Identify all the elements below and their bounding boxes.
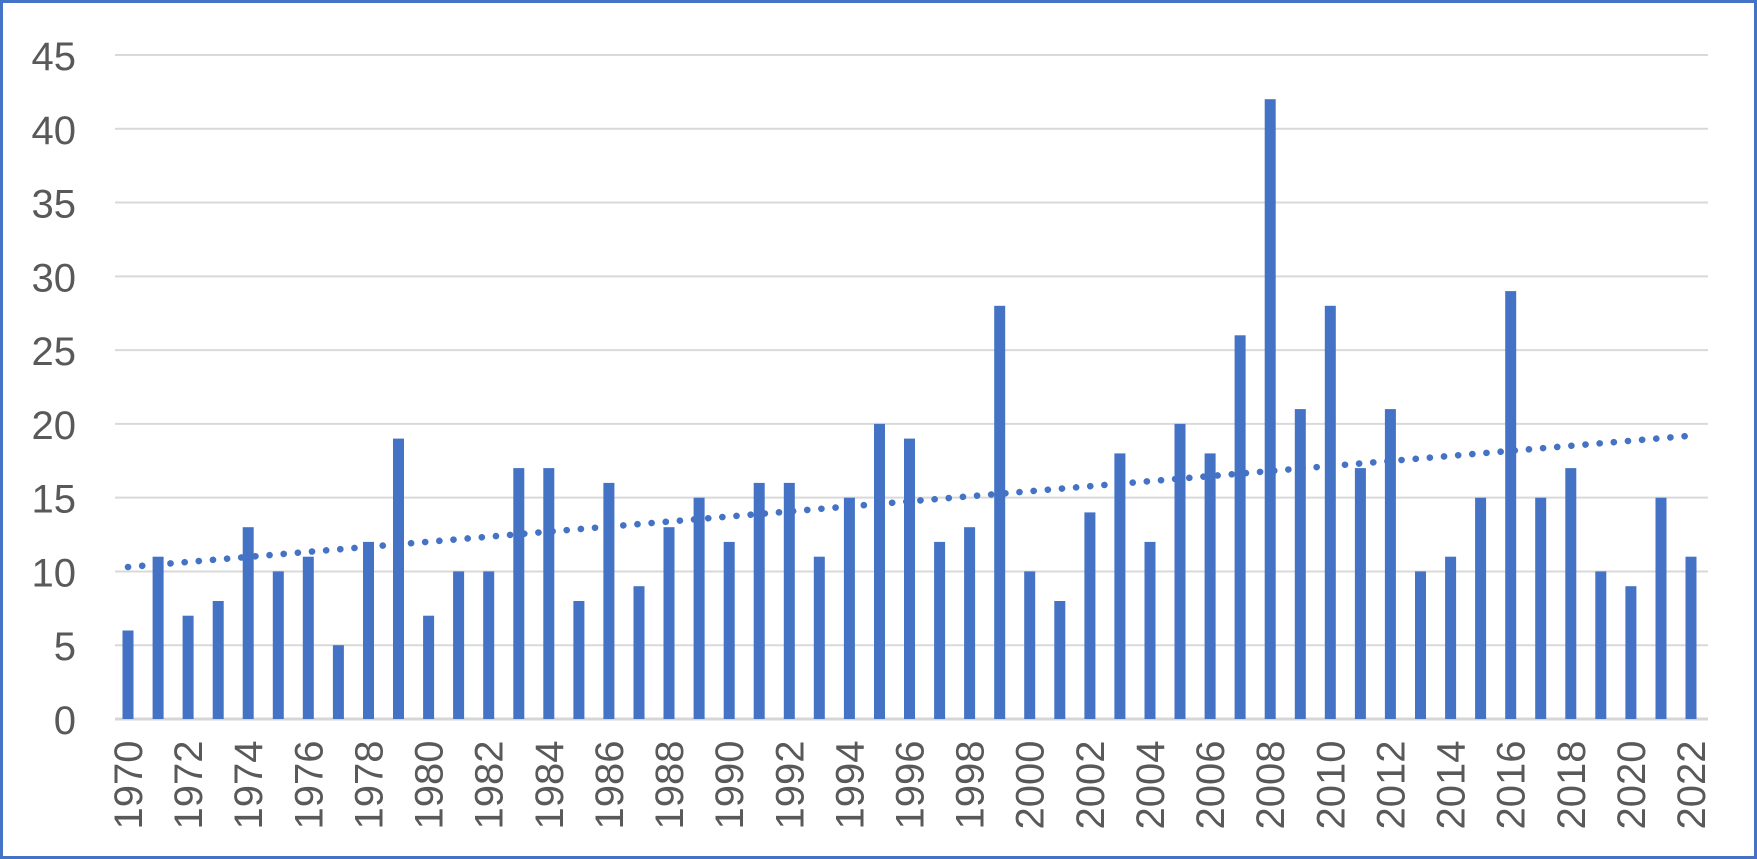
x-tick-label-2018: 2018	[1550, 741, 1594, 830]
x-tick-label-2012: 2012	[1369, 741, 1413, 830]
x-tick-label-1994: 1994	[828, 741, 872, 830]
bar-2022	[1685, 556, 1697, 719]
trendline-dotted	[124, 432, 1695, 571]
bar-2006	[1204, 453, 1216, 719]
bar-2016	[1505, 291, 1517, 719]
bar-2015	[1475, 497, 1487, 719]
y-tick-label-35: 35	[32, 183, 77, 227]
x-tick-label-2002: 2002	[1069, 741, 1113, 830]
x-axis-labels: 1970 1972 1974 1976 1978 1980 1982 1984 1986 1988…	[107, 741, 1714, 830]
x-tick-label-2010: 2010	[1309, 741, 1353, 830]
x-tick-label-1990: 1990	[708, 741, 752, 830]
trendline-group	[124, 432, 1695, 571]
bar-1992	[783, 482, 795, 719]
bar-2012	[1384, 409, 1396, 719]
bar-1993	[813, 556, 825, 719]
bar-1975	[272, 571, 284, 719]
bar-1996	[904, 438, 915, 719]
bar-2018	[1565, 468, 1577, 719]
x-tick-label-2006: 2006	[1189, 741, 1233, 830]
x-tick-label-1976: 1976	[287, 741, 331, 830]
bar-1989	[693, 497, 705, 719]
bar-1990	[723, 541, 735, 719]
y-tick-label-30: 30	[32, 256, 77, 300]
y-tick-label-15: 15	[32, 478, 77, 522]
bar-2019	[1595, 571, 1607, 719]
bar-1998	[964, 527, 976, 719]
x-tick-label-2014: 2014	[1430, 741, 1474, 830]
bar-1978	[363, 541, 374, 719]
x-tick-label-1970: 1970	[107, 741, 151, 830]
x-tick-label-1980: 1980	[408, 741, 452, 830]
bar-2010	[1324, 305, 1336, 719]
y-tick-label-20: 20	[32, 404, 77, 448]
x-tick-label-1974: 1974	[227, 741, 271, 830]
bar-2014	[1445, 556, 1457, 719]
x-tick-label-1986: 1986	[588, 741, 632, 830]
bar-2003	[1114, 453, 1126, 719]
x-tick-label-1984: 1984	[528, 741, 572, 830]
x-tick-label-1996: 1996	[889, 741, 933, 830]
x-tick-label-1978: 1978	[348, 741, 392, 830]
bar-1995	[874, 423, 885, 719]
x-tick-label-2004: 2004	[1129, 741, 1173, 830]
x-tick-label-1972: 1972	[167, 741, 211, 830]
bar-2004	[1144, 541, 1156, 719]
bar-1994	[843, 497, 855, 719]
bar-1987	[633, 586, 645, 719]
y-tick-label-0: 0	[54, 699, 76, 743]
bar-1976	[302, 556, 314, 719]
bar-1997	[934, 541, 946, 719]
bar-1982	[483, 571, 495, 719]
bar-2013	[1415, 571, 1426, 719]
bar-1980	[423, 615, 435, 719]
bars-group	[122, 99, 1697, 719]
bar-2021	[1655, 497, 1667, 719]
bar-2008	[1264, 99, 1276, 719]
x-tick-label-1998: 1998	[949, 741, 993, 830]
y-axis-labels: 0 5 10 15 20 25 30 35 40 45	[32, 35, 77, 743]
bar-1977	[332, 645, 344, 719]
bar-2009	[1294, 409, 1306, 719]
bar-1988	[663, 527, 675, 719]
gridlines-group	[115, 53, 1708, 721]
y-tick-label-45: 45	[32, 35, 77, 79]
bar-2007	[1234, 335, 1246, 719]
bar-1991	[753, 482, 765, 719]
bar-1983	[513, 468, 525, 719]
y-tick-label-10: 10	[32, 551, 77, 595]
y-tick-label-25: 25	[32, 330, 77, 374]
bar-2005	[1174, 423, 1186, 719]
x-tick-label-2008: 2008	[1249, 741, 1293, 830]
x-tick-label-2020: 2020	[1610, 741, 1654, 830]
bar-1999	[994, 305, 1006, 719]
bar-2011	[1354, 468, 1366, 719]
bar-1974	[242, 527, 254, 719]
bar-1981	[453, 571, 465, 719]
bar-2000	[1024, 571, 1036, 719]
bar-2020	[1625, 586, 1637, 719]
y-tick-label-5: 5	[54, 625, 76, 669]
bar-2017	[1535, 497, 1547, 719]
x-tick-label-2022: 2022	[1670, 741, 1714, 830]
bar-1972	[182, 615, 194, 719]
bar-1985	[573, 601, 585, 719]
bar-1973	[212, 601, 224, 719]
bar-1971	[152, 556, 164, 719]
bar-1984	[543, 468, 555, 719]
bar-1979	[393, 438, 404, 719]
x-tick-label-1992: 1992	[768, 741, 812, 830]
y-tick-label-40: 40	[32, 109, 77, 153]
x-tick-label-1982: 1982	[468, 741, 512, 830]
bar-1986	[603, 482, 615, 719]
x-tick-label-2016: 2016	[1490, 741, 1534, 830]
bar-1970	[122, 630, 134, 719]
x-tick-label-1988: 1988	[648, 741, 692, 830]
bar-2001	[1054, 601, 1066, 719]
bar-2002	[1084, 512, 1096, 719]
x-tick-label-2000: 2000	[1009, 741, 1053, 830]
